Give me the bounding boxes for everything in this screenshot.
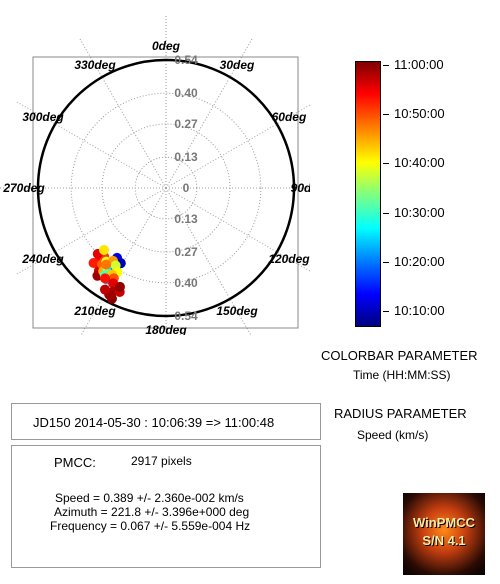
angle-label: 300deg [22,110,64,124]
speed-result: Speed = 0.389 +/- 2.360e-002 km/s [55,491,244,505]
radial-tick-label: 0.13 [174,150,198,164]
polar-spoke [165,187,252,335]
colorbar-tick-label: 10:50:00 [394,106,445,122]
data-point [98,245,109,256]
colorbar-tick-label: 11:00:00 [394,56,444,72]
colorbar-param-value: Time (HH:MM:SS) [353,368,451,382]
angle-label: 210deg [73,304,116,318]
radial-tick-label: 0.40 [174,276,198,290]
plot-frame [32,56,299,329]
colorbar-tick-label: 10:30:00 [394,204,445,220]
pmcc-label: PMCC: [54,455,96,470]
frequency-result: Frequency = 0.067 +/- 5.559e-004 Hz [50,519,251,533]
logo-text-line1: WinPMCC [413,515,475,530]
polar-spoke [165,187,310,272]
pmcc-value: 2917 pixels [131,454,192,468]
radial-tick-label: 0.54 [174,53,198,67]
radial-tick-label: 0 [183,181,190,195]
polar-spoke [80,187,167,335]
data-point [88,258,99,269]
data-point [114,281,125,292]
radial-tick-label: 0.13 [174,212,198,226]
logo-text-line2: S/N 4.1 [422,533,466,548]
angle-label: 240deg [21,252,64,266]
polar-spoke [79,38,167,189]
radial-tick-label: 0.40 [174,86,198,100]
angle-label: 60deg [272,110,307,124]
angle-label: 150deg [216,304,258,318]
colorbar-tick [383,163,389,165]
time-range-box: JD150 2014-05-30 : 10:06:39 => 11:00:48 [11,403,321,440]
winpmcc-logo: WinPMCC S/N 4.1 [403,493,485,575]
colorbar-tick [383,212,389,214]
data-point [99,284,110,295]
radius-param-value: Speed (km/s) [357,428,429,442]
colorbar-param-title: COLORBAR PARAMETER [321,348,478,363]
angle-label: 180deg [145,323,187,335]
polar-spoke [16,101,167,189]
time-range-text: JD150 2014-05-30 : 10:06:39 => 11:00:48 [33,415,275,430]
radial-tick-label: 0.27 [174,245,198,259]
colorbar-tick-label: 10:10:00 [394,303,445,319]
colorbar-tick [383,114,389,116]
azimuth-result: Azimuth = 221.8 +/- 3.396e+000 deg [54,505,250,519]
data-point [100,273,111,284]
angle-label: 30deg [220,58,255,72]
radial-tick-label: 0.27 [174,117,198,131]
polar-plot: 0deg 30deg 60deg 90deg 120deg 150deg 180deg 210… [0,15,310,335]
angle-label: 0deg [152,39,181,53]
polar-grid-circle [70,92,262,284]
colorbar-tick-label: 10:40:00 [394,155,445,171]
colorbar-tick-label: 10:20:00 [394,253,445,269]
angle-label: 120deg [268,252,310,266]
colorbar-tick [383,261,389,263]
polar-outer-ring [36,58,296,318]
colorbar-tick [383,311,389,313]
polar-spoke [165,104,310,189]
data-point [101,259,112,270]
angle-label: 330deg [74,58,116,72]
radial-tick-label: 0.54 [174,309,198,323]
colorbar [355,61,381,327]
angle-label: 270deg [2,181,45,195]
radius-param-title: RADIUS PARAMETER [334,406,467,421]
results-box: PMCC: 2917 pixels Speed = 0.389 +/- 2.36… [11,445,321,568]
angle-label: 90deg [291,181,310,195]
colorbar-tick [383,64,389,66]
